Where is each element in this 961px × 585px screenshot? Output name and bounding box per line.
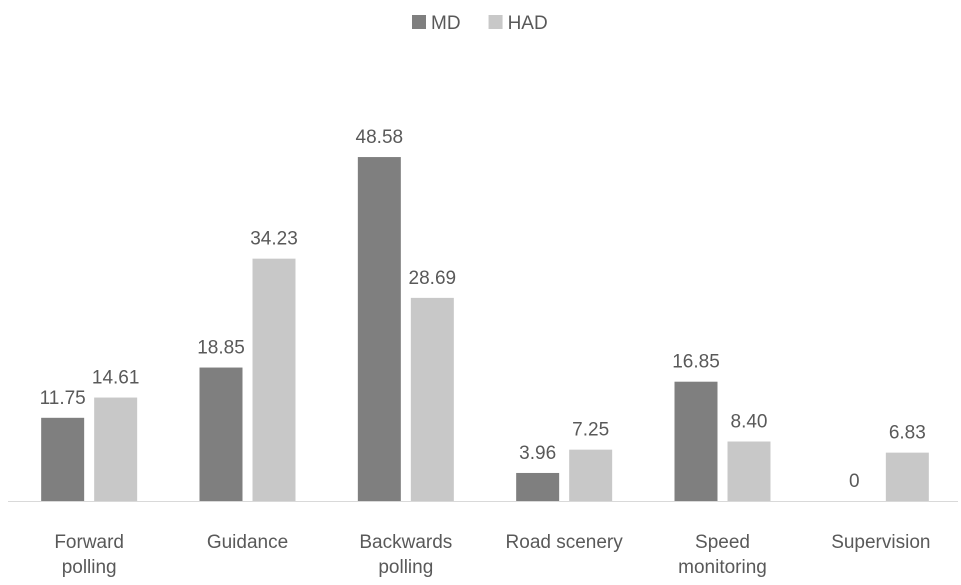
- x-tick-label: Speed monitoring: [678, 532, 767, 578]
- bar: [94, 397, 138, 501]
- x-tick-label: Supervision: [831, 532, 931, 553]
- data-label: 18.85: [197, 338, 245, 359]
- bar: [199, 367, 243, 501]
- bar: [357, 157, 401, 502]
- data-label: 34.23: [250, 229, 298, 250]
- x-tick-label: Forward polling: [54, 532, 124, 578]
- data-label: 11.75: [40, 388, 86, 409]
- legend-label: MD: [431, 13, 461, 34]
- bar: [41, 417, 85, 501]
- data-label: 0: [849, 471, 860, 492]
- legend-swatch: [412, 15, 426, 29]
- data-label: 3.96: [519, 443, 556, 464]
- x-tick-label: Road scenery: [505, 532, 623, 553]
- x-tick-label: Guidance: [206, 532, 289, 553]
- legend-label: HAD: [508, 13, 548, 34]
- data-label: 6.83: [889, 423, 926, 444]
- data-label: 16.85: [672, 352, 720, 373]
- bar: [727, 441, 771, 501]
- data-label: 8.40: [731, 412, 768, 433]
- legend-swatch: [488, 15, 503, 29]
- data-label: 7.25: [572, 420, 609, 441]
- bar: [516, 472, 560, 501]
- data-label: 48.58: [356, 127, 404, 148]
- bar: [674, 381, 718, 501]
- bar: [252, 258, 296, 501]
- x-tick-label: Backwards polling: [359, 532, 453, 578]
- bar: [885, 452, 929, 501]
- bar: [569, 449, 613, 501]
- data-label: 14.61: [92, 368, 140, 389]
- bar: [410, 297, 454, 501]
- data-label: 28.69: [409, 268, 457, 289]
